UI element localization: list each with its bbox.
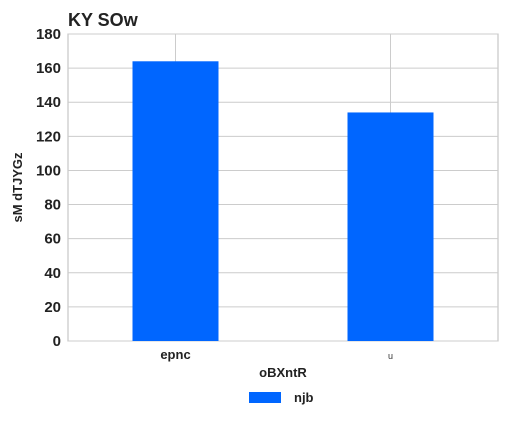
plot-area <box>67 33 499 342</box>
x-axis-label: oBXntR <box>259 365 307 380</box>
y-tick-label: 100 <box>36 162 61 179</box>
y-axis-label: sM dTJYGz <box>10 152 25 223</box>
y-tick-label: 0 <box>53 333 61 350</box>
y-tick-label: 160 <box>36 60 61 77</box>
y-tick-label: 140 <box>36 94 61 111</box>
x-tick-label: u <box>388 351 393 361</box>
x-axis-ticks: epnc u <box>160 347 393 362</box>
legend-label: njb <box>294 390 314 405</box>
y-tick-label: 180 <box>36 26 61 43</box>
y-axis-ticks: 0 20 40 60 80 100 120 140 160 180 <box>36 26 61 350</box>
bars <box>132 61 434 342</box>
bar <box>132 61 219 342</box>
y-tick-label: 40 <box>44 265 61 282</box>
y-tick-label: 60 <box>44 231 61 248</box>
y-tick-label: 80 <box>44 197 61 214</box>
y-tick-label: 120 <box>36 128 61 145</box>
bar <box>347 112 434 341</box>
legend: njb <box>249 390 314 405</box>
legend-swatch <box>249 392 281 403</box>
chart-title: KY SOw <box>68 10 139 30</box>
y-tick-label: 20 <box>44 299 61 316</box>
x-tick-label: epnc <box>160 347 190 362</box>
